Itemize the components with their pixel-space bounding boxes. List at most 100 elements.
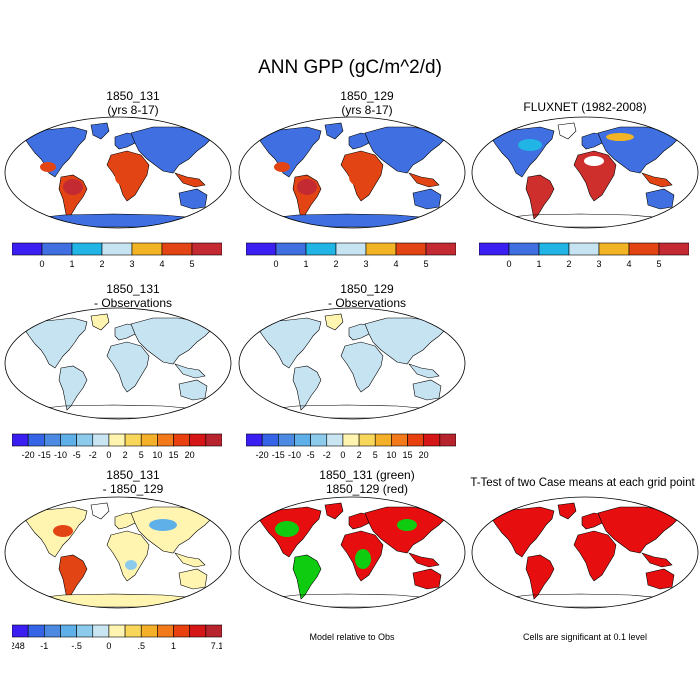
- map-case2-obs: [238, 307, 466, 420]
- colorbar-swatch: [425, 242, 456, 256]
- colorbar-swatch: [161, 242, 193, 256]
- colorbar-swatch: [27, 624, 45, 638]
- colorbar-tick-label: 5: [656, 259, 661, 269]
- colorbar-swatch: [173, 433, 190, 447]
- map-case1: [4, 116, 232, 229]
- colorbar-tick-label: 0: [273, 259, 278, 269]
- colorbar-case2: 0 1 2 3 4 5: [246, 242, 456, 269]
- colorbar-swatch: [278, 433, 295, 447]
- colorbar-swatch: [538, 242, 570, 256]
- colorbar-obs: 0 1 2 3 4 5: [479, 242, 689, 269]
- colorbar-tick-label: 0: [39, 259, 44, 269]
- colorbar-tick-label: 1: [171, 641, 176, 651]
- colorbar-swatch: [335, 242, 367, 256]
- colorbar-swatch: [189, 433, 207, 447]
- colorbar-tick-label: 4: [626, 259, 631, 269]
- colorbar-case1-obs: -20 -15 -10 -5 -2 0 2 5 10 15 20: [12, 433, 222, 460]
- colorbar-swatch: [27, 433, 45, 447]
- colorbar-swatch: [41, 242, 73, 256]
- colorbar-tick-label: 4: [159, 259, 164, 269]
- colorbar-swatch: [12, 433, 29, 447]
- colorbar-swatch: [342, 433, 360, 447]
- panel-title-case2: 1850_129 (yrs 8-17): [340, 89, 394, 117]
- colorbar-tick-label: 4: [393, 259, 398, 269]
- colorbar-swatch: [423, 433, 441, 447]
- colorbar-swatch: [205, 624, 222, 638]
- colorbar-swatch: [508, 242, 540, 256]
- colorbar-tick-label: .5: [137, 641, 145, 651]
- colorbar-swatch: [71, 242, 103, 256]
- colorbar-tick-label: -10: [54, 450, 67, 460]
- colorbar-swatch: [568, 242, 600, 256]
- colorbar-tick-label: 5: [423, 259, 428, 269]
- colorbar-tick-label: -2: [323, 450, 331, 460]
- colorbar-swatch: [395, 242, 427, 256]
- note-significance: Cells are significant at 0.1 level: [522, 632, 648, 642]
- colorbar-swatch: [358, 433, 376, 447]
- panel-title-case2-obs: 1850_129- Observations: [327, 282, 407, 310]
- colorbar-swatch: [92, 433, 110, 447]
- colorbar-swatch: [310, 433, 328, 447]
- colorbar-tick-label: 3: [363, 259, 368, 269]
- colorbar-tick-label: 10: [152, 450, 162, 460]
- figure-title: ANN GPP (gC/m^2/d): [258, 57, 442, 78]
- colorbar-swatch: [173, 624, 190, 638]
- colorbar-swatch: [44, 624, 61, 638]
- colorbar-swatch: [60, 624, 77, 638]
- colorbar-swatch: [628, 242, 660, 256]
- colorbar-swatch: [598, 242, 630, 256]
- colorbar-tick-label: 15: [169, 450, 179, 460]
- colorbar-swatch: [157, 624, 174, 638]
- colorbar-swatch: [439, 433, 456, 447]
- colorbar-tick-label: -1: [40, 641, 48, 651]
- colorbar-tick-label: -5: [307, 450, 315, 460]
- colorbar-tick-label: 2: [123, 450, 128, 460]
- colorbar-swatch: [60, 433, 77, 447]
- colorbar-tick-label: 1: [536, 259, 541, 269]
- colorbar-tick-label: 1: [303, 259, 308, 269]
- map-case1-case2: [4, 496, 232, 609]
- colorbar-swatch: [246, 242, 277, 256]
- panel-title-case1-case2: 1850_131- 1850_129: [102, 468, 164, 496]
- panel-title-case1-obs: 1850_131- Observations: [93, 282, 173, 310]
- colorbar-tick-label: 20: [419, 450, 429, 460]
- colorbar-swatch: [108, 433, 126, 447]
- panel-title-ttest: T-Test of two Case means at each grid po…: [470, 477, 695, 489]
- colorbar-tick-label: 5: [139, 450, 144, 460]
- colorbar-swatch: [365, 242, 397, 256]
- colorbar-tick-label: 7.144: [211, 641, 222, 651]
- colorbar-tick-label: -2: [89, 450, 97, 460]
- colorbar-swatch: [124, 433, 142, 447]
- colorbar-swatch: [157, 433, 174, 447]
- colorbar-case1: 0 1 2 3 4 5: [12, 242, 222, 269]
- colorbar-swatch: [12, 624, 29, 638]
- colorbar-swatch: [76, 433, 94, 447]
- colorbar-tick-label: 1: [69, 259, 74, 269]
- colorbar-swatch: [44, 433, 61, 447]
- colorbar-swatch: [246, 433, 263, 447]
- panel-title-green-red: 1850_131 (green) 1850_129 (red): [319, 468, 415, 496]
- map-obs: [471, 116, 699, 229]
- colorbar-swatch: [391, 433, 408, 447]
- colorbar-tick-label: 10: [386, 450, 396, 460]
- colorbar-tick-label: 5: [189, 259, 194, 269]
- colorbar-tick-label: -15: [272, 450, 285, 460]
- panel-title-case1: 1850_131 (yrs 8-17): [106, 89, 160, 117]
- colorbar-swatch: [101, 242, 133, 256]
- colorbar-tick-label: -20: [256, 450, 269, 460]
- colorbar-swatch: [275, 242, 307, 256]
- colorbar-swatch: [140, 624, 158, 638]
- map-case1-obs: [4, 307, 232, 420]
- colorbar-swatch: [131, 242, 163, 256]
- colorbar-swatch: [140, 433, 158, 447]
- colorbar-swatch: [658, 242, 689, 256]
- colorbar-tick-label: 0: [106, 450, 111, 460]
- panel-title-obs: FLUXNET (1982-2008): [523, 100, 647, 114]
- colorbar-tick-label: 15: [403, 450, 413, 460]
- colorbar-swatch: [205, 433, 222, 447]
- colorbar-swatch: [479, 242, 510, 256]
- colorbar-tick-label: -20: [22, 450, 35, 460]
- colorbar-swatch: [124, 624, 142, 638]
- colorbar-tick-label: 3: [596, 259, 601, 269]
- colorbar-tick-label: -10: [288, 450, 301, 460]
